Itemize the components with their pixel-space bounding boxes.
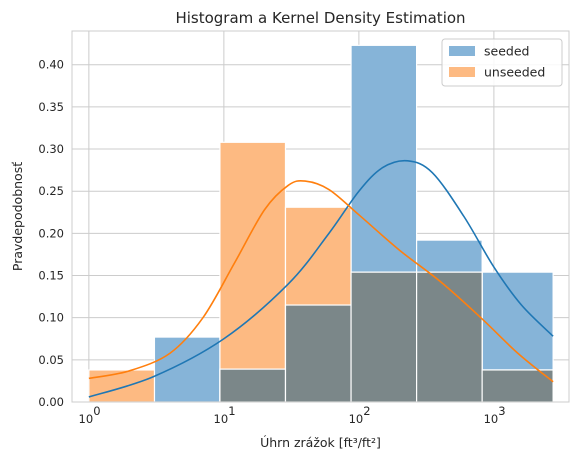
y-axis-label: Pravdepodobnosť (10, 162, 25, 271)
x-tick-label: 10 (484, 412, 499, 426)
x-tick-exponent: 1 (228, 404, 235, 418)
x-tick-label: 10 (214, 412, 229, 426)
chart-title: Histogram a Kernel Density Estimation (175, 9, 465, 27)
bar-unseeded (88, 369, 156, 403)
bar-overlap (415, 271, 483, 403)
y-tick-label: 0.40 (38, 58, 64, 72)
bar-overlap (350, 271, 418, 403)
y-tick-label: 0.05 (38, 353, 64, 367)
bar-overlap (219, 368, 287, 403)
x-tick-exponent: 2 (363, 404, 370, 418)
kde-curves (88, 159, 554, 398)
kde-line-seeded (88, 159, 554, 398)
bar-overlap (481, 369, 554, 403)
x-tick-label: 10 (79, 412, 94, 426)
plot-frame (71, 30, 570, 403)
y-tick-label: 0.20 (38, 226, 64, 240)
plot-border (71, 30, 570, 403)
x-tick-exponent: 0 (93, 404, 100, 418)
legend-label-seeded: seeded (484, 44, 529, 59)
y-tick-label: 0.25 (38, 184, 64, 198)
y-tick-label: 0.30 (38, 142, 64, 156)
legend: seeded unseeded (441, 38, 563, 87)
legend-swatch-unseeded (449, 67, 475, 77)
x-tick-exponent: 3 (498, 404, 505, 418)
x-axis-label: Úhrn zrážok [ft³/ft²] (260, 435, 381, 450)
bar-overlap (284, 304, 352, 403)
y-tick-label: 0.15 (38, 269, 64, 283)
y-tick-labels: 0.00 0.05 0.10 0.15 0.20 0.25 0.30 0.35 0.40 (38, 58, 64, 409)
kde-line-unseeded (88, 179, 554, 383)
legend-label-unseeded: unseeded (484, 65, 545, 80)
y-tick-label: 0.35 (38, 100, 64, 114)
legend-swatch-seeded (449, 46, 475, 56)
y-tick-label: 0.00 (38, 395, 64, 409)
y-tick-label: 0.10 (38, 311, 64, 325)
bars (88, 44, 554, 403)
x-tick-label: 10 (349, 412, 364, 426)
